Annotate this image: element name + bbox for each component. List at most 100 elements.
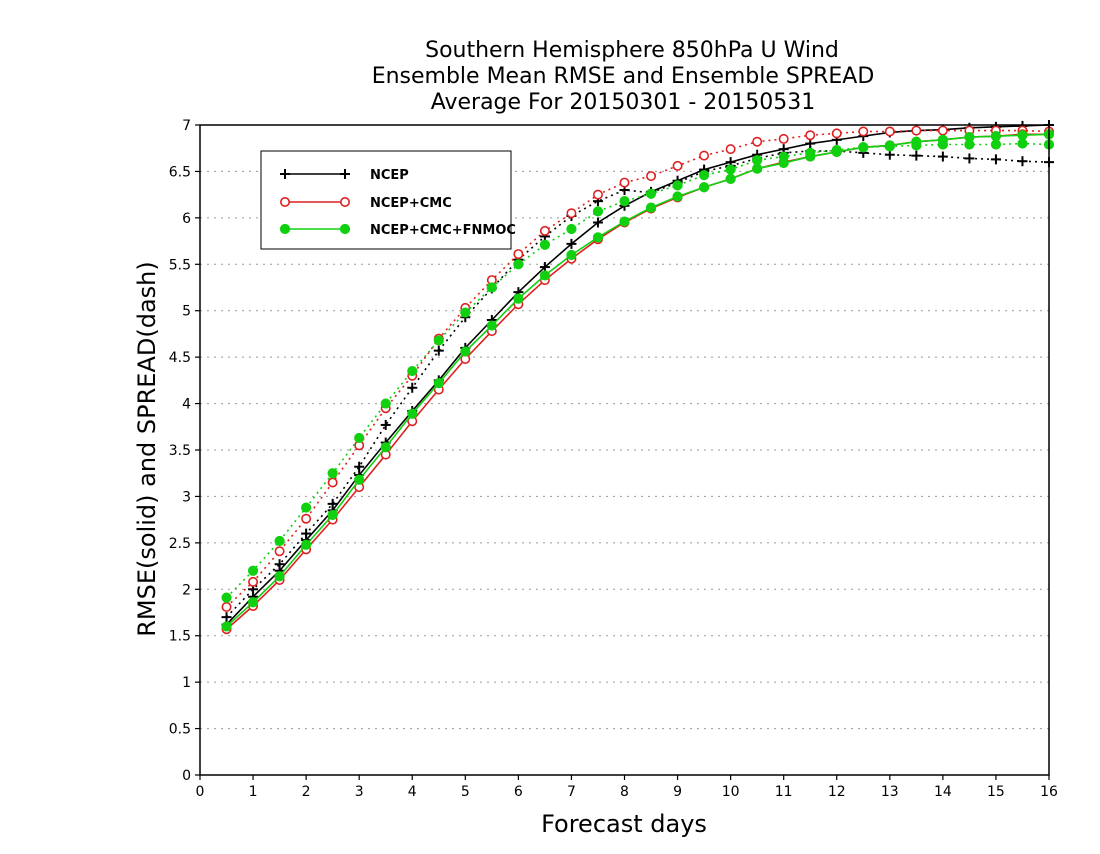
series-lines [221, 120, 1055, 635]
rmse-point [221, 621, 232, 632]
spread-point [990, 139, 1002, 150]
spread-point [539, 239, 551, 250]
spread-point [301, 513, 312, 524]
spread-point [752, 136, 763, 147]
spread-point [354, 432, 365, 444]
legend-label: NCEP+CMC+FNMOC [370, 223, 516, 238]
x-tick-label: 8 [620, 784, 629, 800]
rmse-point [513, 293, 524, 304]
rmse-point [566, 238, 577, 249]
legend-marker [279, 223, 291, 235]
y-axis-title: RMSE(solid) and SPREAD(dash) [133, 261, 161, 637]
x-tick-label: 16 [1040, 784, 1058, 800]
legend-marker [279, 197, 290, 208]
legend-marker [339, 197, 350, 208]
rmse-point [566, 249, 577, 261]
rmse-point [752, 163, 763, 174]
rmse-point [301, 539, 312, 550]
spread-point [937, 125, 948, 136]
rmse-point [592, 217, 603, 228]
legend: NCEP NCEP+CMC NCEP+CMC+FNMOC [260, 150, 516, 250]
rmse-point [380, 442, 391, 453]
y-tick-label: 0 [182, 768, 191, 784]
rmse-point [1017, 130, 1028, 141]
spread-point [513, 249, 524, 260]
legend-entry: NCEP [280, 168, 409, 183]
rmse-point [460, 346, 471, 357]
spread-point [460, 307, 471, 318]
spread-point [964, 153, 975, 164]
legend-box [260, 150, 512, 250]
y-tick-label: 1.5 [169, 629, 191, 645]
spread-point [725, 164, 736, 175]
spread-point [884, 126, 895, 137]
rmse-point [274, 571, 285, 582]
spread-point [619, 177, 630, 188]
spread-point [911, 125, 922, 136]
spread-point [699, 150, 710, 161]
y-tick-label: 6.5 [169, 164, 191, 180]
spread-point [221, 592, 232, 603]
legend-entry: NCEP+CMC [279, 196, 452, 211]
spread-point [752, 155, 763, 166]
y-tick-label: 6 [182, 211, 191, 227]
title-line-1: Southern Hemisphere 850hPa U Wind [425, 38, 839, 63]
title-line-2: Ensemble Mean RMSE and Ensemble SPREAD [372, 64, 875, 89]
legend-marker [280, 169, 290, 179]
y-tick-label: 5.5 [169, 257, 191, 273]
rmse-point [433, 378, 444, 389]
x-tick-label: 7 [567, 784, 576, 800]
x-tick-label: 12 [828, 784, 846, 800]
spread-point [407, 365, 418, 377]
rmse-point [407, 408, 418, 419]
rmse-point [990, 131, 1002, 142]
spread-point [1017, 156, 1028, 167]
rmse-point [672, 191, 683, 202]
rmse-point [247, 597, 259, 608]
title-line-3: Average For 20150301 - 20150531 [431, 90, 816, 115]
legend-marker [340, 169, 350, 179]
legend-label: NCEP+CMC [370, 196, 452, 211]
spread-point [248, 576, 259, 587]
rmse-point [354, 474, 365, 485]
y-tick-label: 0.5 [169, 722, 191, 738]
spread-point [380, 419, 391, 430]
spread-point [1017, 138, 1028, 149]
rmse-point [698, 182, 710, 193]
y-tick-label: 2.5 [169, 536, 191, 552]
y-tick-label: 3 [182, 489, 191, 505]
spread-point [725, 144, 736, 155]
x-tick-label: 15 [987, 784, 1005, 800]
spread-point [539, 225, 550, 236]
y-tick-label: 2 [182, 582, 191, 598]
rmse-point [911, 136, 922, 147]
spread-point [805, 130, 816, 141]
spread-point [592, 206, 604, 217]
spread-point [592, 189, 603, 200]
x-tick-label: 10 [722, 784, 740, 800]
y-tick-label: 1 [182, 675, 191, 691]
y-tick-label: 5 [182, 304, 191, 320]
x-tick-label: 6 [514, 784, 523, 800]
spread-point [274, 546, 285, 557]
x-tick-label: 5 [461, 784, 470, 800]
rmse-point [858, 142, 869, 153]
rmse-point [964, 131, 975, 143]
spread-point [858, 126, 869, 137]
rmse-point [831, 146, 842, 158]
rmse-point [645, 202, 657, 213]
rmse-point [805, 138, 816, 149]
spread-point [645, 188, 657, 199]
x-tick-label: 11 [775, 784, 793, 800]
spread-point [221, 601, 232, 612]
spread-point [619, 196, 630, 207]
y-tick-label: 3.5 [169, 443, 191, 459]
x-tick-label: 4 [408, 784, 417, 800]
x-tick-label: 14 [934, 784, 952, 800]
series-2-rmse [221, 129, 1055, 632]
spread-point [990, 154, 1001, 165]
spread-point [327, 477, 338, 488]
x-axis-title: Forecast days [541, 810, 707, 838]
